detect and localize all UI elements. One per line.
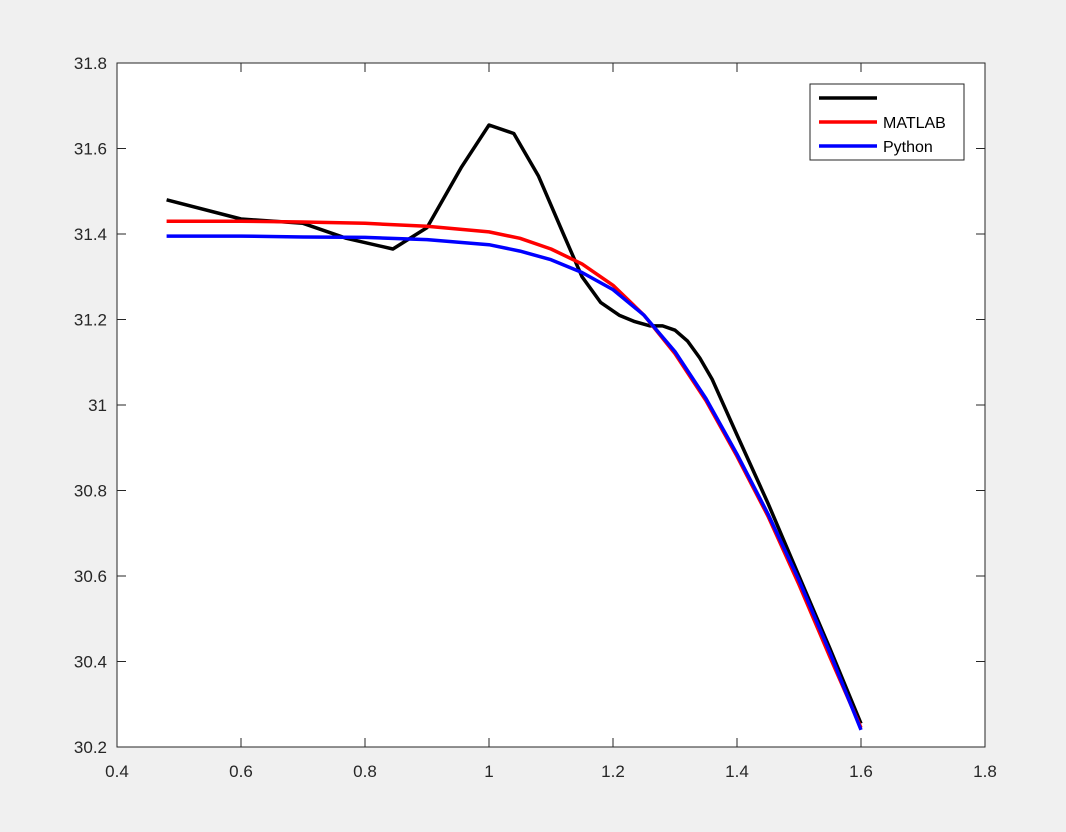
x-tick-label: 1.2 [601, 762, 625, 781]
y-tick-label: 31.4 [74, 225, 107, 244]
x-tick-label: 1 [484, 762, 493, 781]
legend-label: Python [883, 139, 933, 156]
legend: MATLAB Python [809, 83, 965, 161]
y-tick-label: 31 [88, 396, 107, 415]
x-tick-label: 0.8 [353, 762, 377, 781]
series-layer [166, 123, 863, 731]
y-tick-label: 31.6 [74, 140, 107, 159]
y-tick-label: 30.2 [74, 738, 107, 757]
x-axis: 0.4 0.6 0.8 1 1.2 1.4 1.6 1.8 [105, 63, 997, 781]
x-tick-label: 0.4 [105, 762, 129, 781]
y-tick-label: 31.2 [74, 311, 107, 330]
x-tick-label: 1.6 [849, 762, 873, 781]
y-tick-label: 31.8 [74, 54, 107, 73]
y-tick-label: 30.8 [74, 482, 107, 501]
y-axis: 30.2 30.4 30.6 30.8 31 31.2 31.4 31.6 31.8 [74, 54, 985, 757]
plot-area [117, 63, 985, 747]
legend-label: MATLAB [883, 115, 946, 132]
series-line-series-0 [166, 123, 863, 725]
series-line-python [166, 234, 863, 731]
x-tick-label: 1.4 [725, 762, 749, 781]
y-tick-label: 30.6 [74, 567, 107, 586]
x-tick-label: 0.6 [229, 762, 253, 781]
x-tick-label: 1.8 [973, 762, 997, 781]
y-tick-label: 30.4 [74, 653, 107, 672]
